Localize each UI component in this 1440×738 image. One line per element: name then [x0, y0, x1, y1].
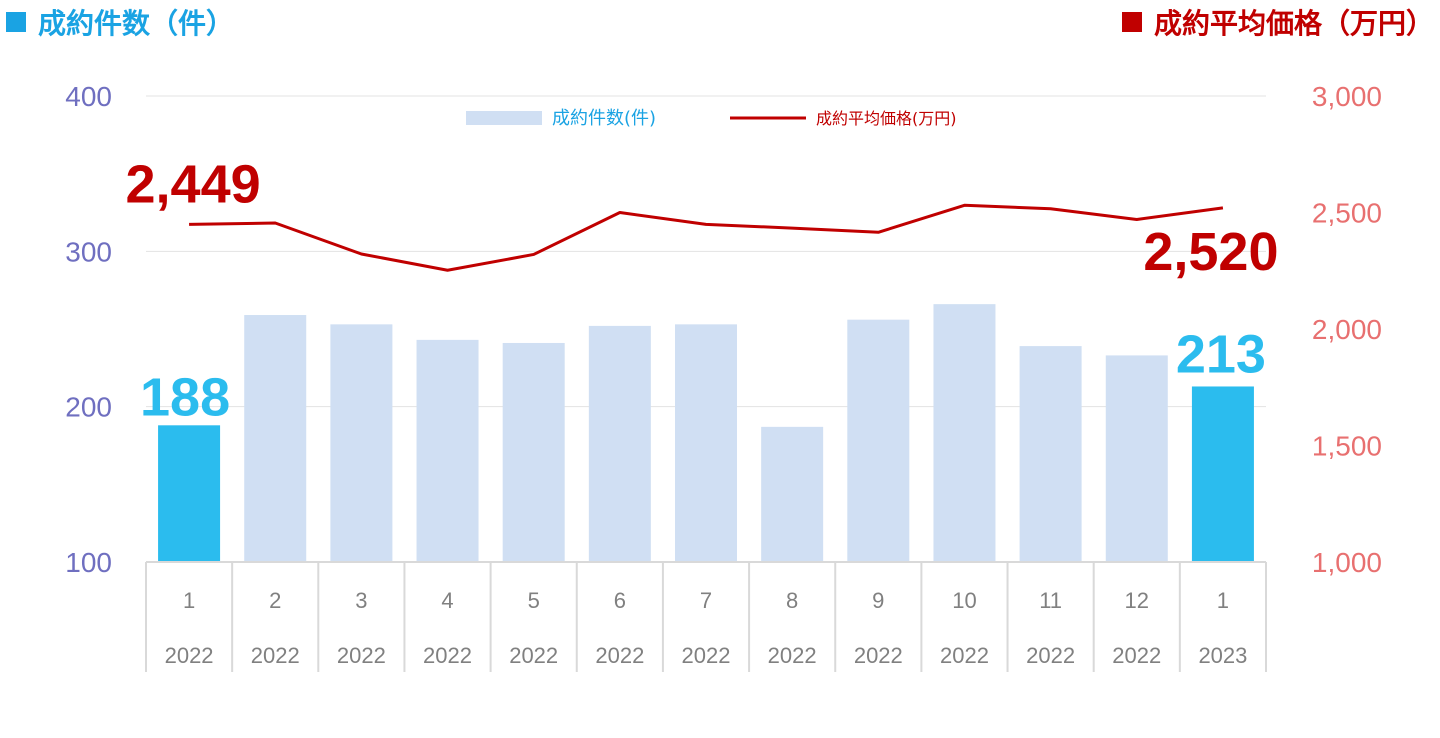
legend-line-label: 成約平均価格(万円) — [816, 109, 957, 128]
bar-data-label: 188 — [140, 367, 230, 427]
right-axis-title: 成約平均価格（万円） — [1121, 2, 1434, 42]
month-tick-label: 3 — [355, 588, 367, 613]
year-tick-label: 2022 — [337, 643, 386, 668]
bar — [330, 324, 393, 562]
month-tick-label: 9 — [872, 588, 884, 613]
bar — [933, 304, 996, 562]
month-tick-label: 2 — [269, 588, 281, 613]
right-title-square-icon — [1121, 12, 1142, 32]
year-tick-label: 2022 — [682, 643, 731, 668]
bar-data-label: 213 — [1176, 324, 1266, 384]
left-axis-title-text: 成約件数（件） — [38, 7, 235, 40]
year-tick-label: 2022 — [1026, 643, 1075, 668]
line-data-label: 2,449 — [126, 154, 261, 214]
month-tick-label: 1 — [1217, 588, 1229, 613]
year-tick-label: 2022 — [509, 643, 558, 668]
bar — [675, 324, 737, 562]
left-title-square-icon — [6, 12, 26, 32]
bar — [847, 319, 910, 562]
bar — [761, 426, 824, 562]
month-tick-label: 6 — [614, 588, 626, 613]
month-tick-label: 4 — [441, 588, 453, 613]
year-tick-label: 2022 — [940, 643, 989, 668]
legend-bar-swatch — [466, 111, 542, 125]
year-tick-label: 2022 — [595, 643, 644, 668]
left-axis-tick-label: 300 — [65, 236, 112, 267]
left-axis-tick-label: 200 — [65, 392, 112, 423]
bar — [416, 339, 479, 562]
left-axis-tick-label: 100 — [65, 547, 112, 578]
year-tick-label: 2022 — [165, 643, 214, 668]
year-tick-label: 2022 — [423, 643, 472, 668]
month-tick-label: 8 — [786, 588, 798, 613]
right-axis-tick-label: 1,500 — [1312, 431, 1382, 462]
year-tick-label: 2022 — [768, 643, 817, 668]
year-tick-label: 2023 — [1198, 643, 1247, 668]
year-tick-label: 2022 — [251, 643, 300, 668]
right-axis-tick-label: 3,000 — [1312, 81, 1382, 112]
bar — [1019, 346, 1082, 562]
right-axis-tick-label: 1,000 — [1312, 547, 1382, 578]
year-tick-label: 2022 — [854, 643, 903, 668]
month-tick-label: 12 — [1125, 588, 1149, 613]
month-tick-label: 1 — [183, 588, 195, 613]
month-tick-label: 5 — [528, 588, 540, 613]
month-tick-label: 10 — [952, 588, 976, 613]
right-axis-tick-label: 2,500 — [1312, 198, 1382, 229]
bar — [502, 342, 565, 562]
price-series-line — [189, 203, 1224, 272]
bar — [1191, 386, 1254, 562]
right-axis-title-text: 成約平均価格（万円） — [1153, 7, 1434, 40]
left-axis-title: 成約件数（件） — [6, 2, 234, 42]
bar — [158, 425, 221, 562]
month-tick-label: 11 — [1039, 588, 1062, 613]
legend-bar-label: 成約件数(件) — [552, 108, 656, 129]
left-axis-tick-label: 400 — [65, 81, 112, 112]
bar — [1105, 355, 1168, 562]
right-axis-tick-label: 2,000 — [1312, 314, 1382, 345]
bar — [244, 315, 307, 562]
bar — [588, 325, 651, 562]
line-data-label: 2,520 — [1143, 222, 1278, 282]
year-tick-label: 2022 — [1112, 643, 1161, 668]
month-tick-label: 7 — [700, 588, 712, 613]
